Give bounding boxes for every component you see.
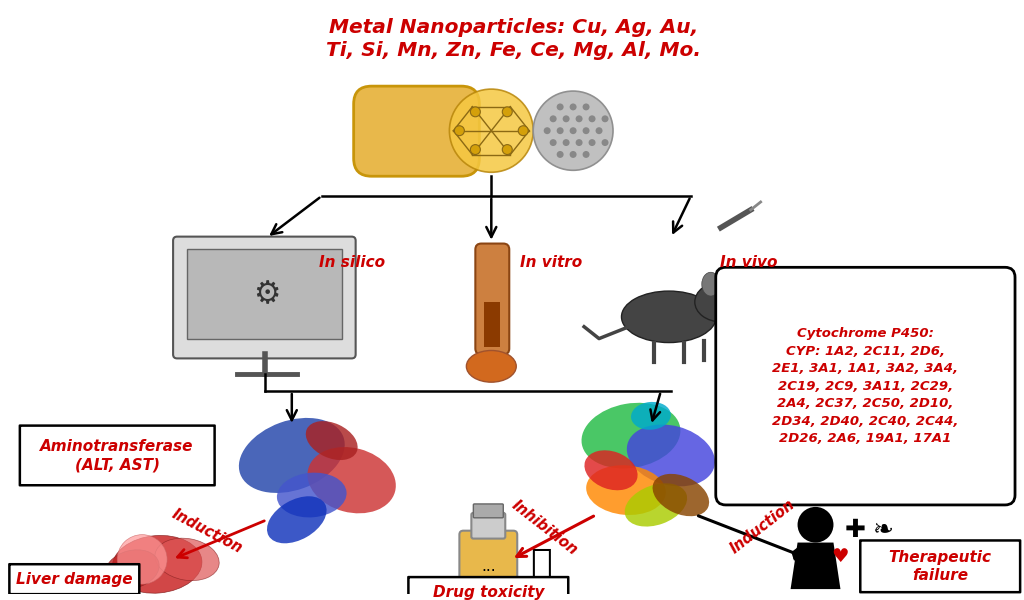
Text: ♥: ♥ xyxy=(831,547,849,566)
Text: In silico: In silico xyxy=(318,255,385,270)
Circle shape xyxy=(596,127,602,134)
Text: Induction: Induction xyxy=(727,497,798,557)
Circle shape xyxy=(518,126,528,136)
FancyBboxPatch shape xyxy=(9,564,139,594)
Text: Aminotransferase
(ALT, AST): Aminotransferase (ALT, AST) xyxy=(41,439,194,472)
Circle shape xyxy=(583,103,590,110)
Text: Drug toxicity: Drug toxicity xyxy=(432,584,544,599)
Circle shape xyxy=(569,103,577,110)
Circle shape xyxy=(569,127,577,134)
Text: In vitro: In vitro xyxy=(520,255,583,270)
Ellipse shape xyxy=(625,484,687,527)
Ellipse shape xyxy=(627,425,715,487)
Text: Inhibition: Inhibition xyxy=(508,497,580,558)
Circle shape xyxy=(503,107,512,117)
Ellipse shape xyxy=(306,421,357,460)
FancyBboxPatch shape xyxy=(187,250,342,338)
Circle shape xyxy=(569,151,577,158)
Circle shape xyxy=(550,139,557,146)
Ellipse shape xyxy=(276,473,346,517)
Circle shape xyxy=(601,139,608,146)
Ellipse shape xyxy=(466,350,516,382)
Ellipse shape xyxy=(307,447,396,514)
Circle shape xyxy=(557,127,563,134)
FancyBboxPatch shape xyxy=(460,530,517,600)
FancyBboxPatch shape xyxy=(860,541,1020,592)
Circle shape xyxy=(470,145,480,155)
Circle shape xyxy=(117,535,167,584)
Ellipse shape xyxy=(155,538,219,581)
FancyBboxPatch shape xyxy=(484,302,501,347)
Circle shape xyxy=(503,145,512,155)
FancyBboxPatch shape xyxy=(173,236,355,358)
Polygon shape xyxy=(791,542,841,589)
Circle shape xyxy=(575,115,583,122)
Text: Induction: Induction xyxy=(169,507,245,557)
FancyBboxPatch shape xyxy=(475,244,509,355)
Circle shape xyxy=(470,107,480,117)
Ellipse shape xyxy=(695,282,746,322)
Ellipse shape xyxy=(239,418,345,493)
Ellipse shape xyxy=(582,403,680,469)
FancyBboxPatch shape xyxy=(19,425,215,485)
FancyBboxPatch shape xyxy=(409,577,568,600)
Circle shape xyxy=(798,507,834,542)
Circle shape xyxy=(550,115,557,122)
Text: ⚙: ⚙ xyxy=(253,281,281,310)
FancyBboxPatch shape xyxy=(473,504,503,518)
Text: Therapeutic
failure: Therapeutic failure xyxy=(889,550,991,583)
Circle shape xyxy=(589,115,596,122)
Circle shape xyxy=(562,115,569,122)
Ellipse shape xyxy=(105,550,159,589)
Circle shape xyxy=(575,139,583,146)
Text: ⬟: ⬟ xyxy=(791,545,805,563)
Ellipse shape xyxy=(622,291,716,343)
FancyBboxPatch shape xyxy=(353,86,479,176)
Ellipse shape xyxy=(631,402,671,430)
Text: Metal Nanoparticles: Cu, Ag, Au,
Ti, Si, Mn, Zn, Fe, Ce, Mg, Al, Mo.: Metal Nanoparticles: Cu, Ag, Au, Ti, Si,… xyxy=(326,18,700,61)
Text: ...: ... xyxy=(481,559,496,574)
Ellipse shape xyxy=(113,535,202,593)
Circle shape xyxy=(450,89,534,172)
Circle shape xyxy=(721,294,729,302)
Circle shape xyxy=(583,127,590,134)
Circle shape xyxy=(562,139,569,146)
Circle shape xyxy=(534,91,613,170)
Circle shape xyxy=(544,127,551,134)
Text: ✚: ✚ xyxy=(845,518,866,542)
Circle shape xyxy=(455,126,464,136)
Ellipse shape xyxy=(267,496,327,543)
FancyBboxPatch shape xyxy=(471,513,505,539)
Text: ❧: ❧ xyxy=(871,518,893,542)
Ellipse shape xyxy=(652,474,710,516)
FancyBboxPatch shape xyxy=(716,268,1015,505)
Circle shape xyxy=(557,151,563,158)
Circle shape xyxy=(601,115,608,122)
Ellipse shape xyxy=(586,465,666,515)
Text: Cytochrome P450:
CYP: 1A2, 2C11, 2D6,
2E1, 3A1, 1A1, 3A2, 3A4,
2C19, 2C9, 3A11, : Cytochrome P450: CYP: 1A2, 2C11, 2D6, 2E… xyxy=(772,327,958,445)
Circle shape xyxy=(589,139,596,146)
Ellipse shape xyxy=(585,451,638,490)
Text: In vivo: In vivo xyxy=(720,255,777,270)
Text: Liver damage: Liver damage xyxy=(16,572,133,587)
Circle shape xyxy=(583,151,590,158)
Circle shape xyxy=(557,103,563,110)
Text: 💀: 💀 xyxy=(530,547,552,581)
Ellipse shape xyxy=(701,272,720,296)
